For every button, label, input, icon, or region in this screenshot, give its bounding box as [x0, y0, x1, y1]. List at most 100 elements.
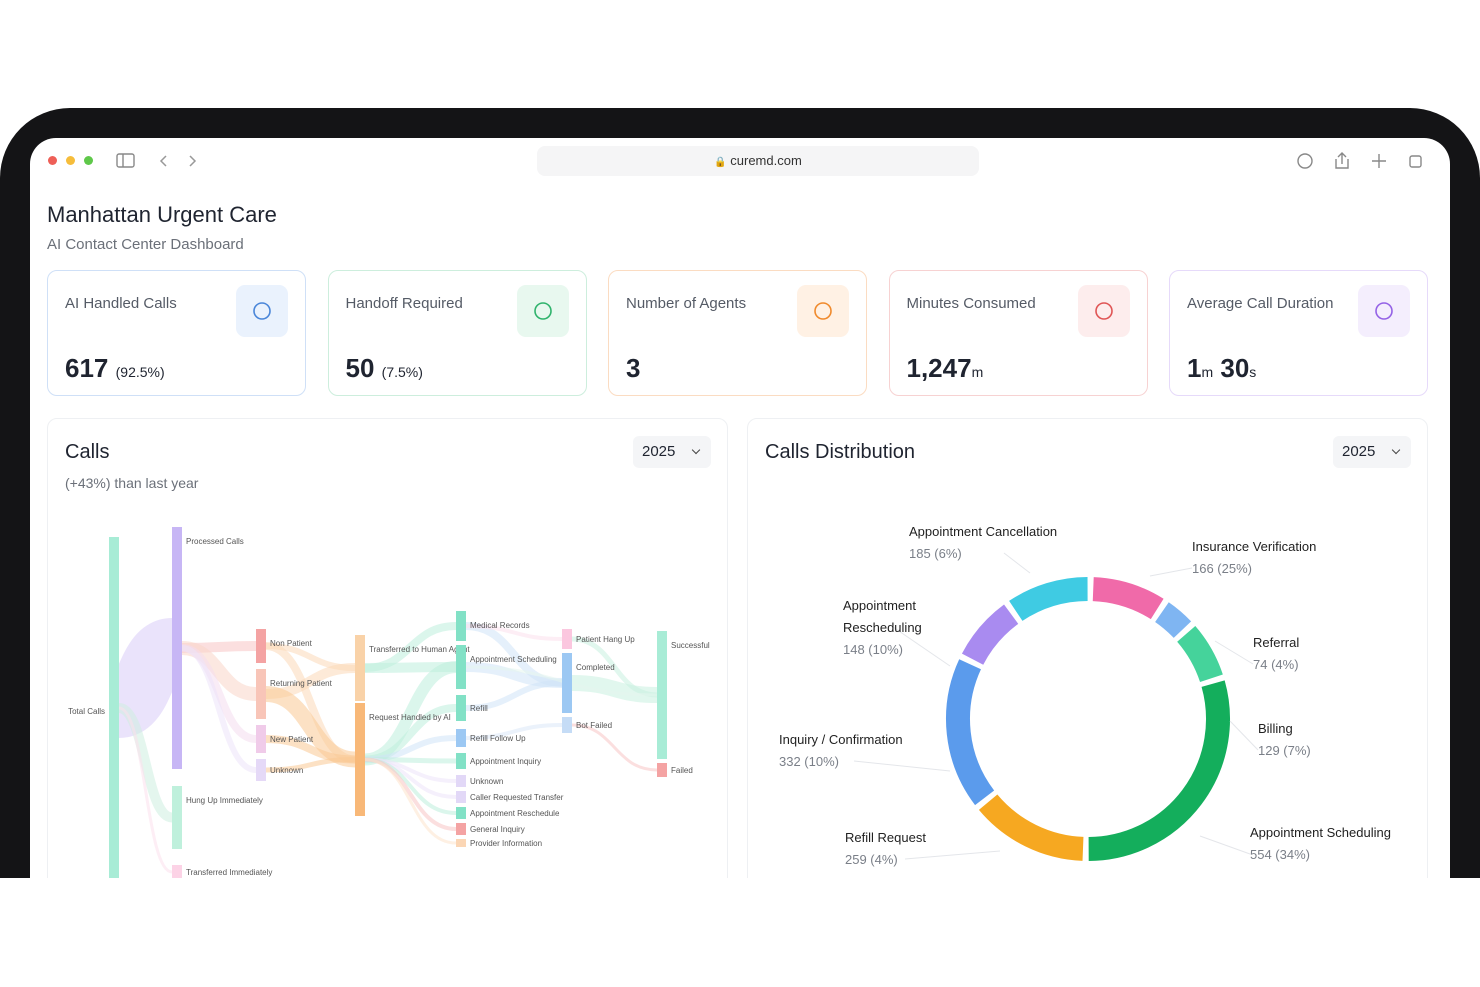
category: Appointment Scheduling	[1250, 825, 1391, 840]
sankey-node	[172, 786, 182, 849]
lock-icon: 🔒	[714, 157, 727, 168]
sankey-node-label: Refill Follow Up	[470, 734, 526, 743]
unit: s	[1249, 364, 1257, 380]
sankey-node-label: New Patient	[270, 735, 314, 744]
year-select[interactable]: 2025	[633, 436, 711, 468]
kpi-label: Minutes Consumed	[906, 295, 1036, 312]
sankey-node	[456, 695, 466, 721]
donut-segment	[1009, 577, 1088, 622]
sankey-node-label: Provider Information	[470, 839, 542, 848]
leader-line	[1003, 552, 1031, 574]
kpi-label: Handoff Required	[345, 295, 463, 312]
year-select[interactable]: 2025	[1333, 436, 1411, 468]
sankey-node	[109, 537, 119, 878]
sankey-node-label: Total Calls	[68, 707, 105, 716]
value-label: 129 (7%)	[1258, 743, 1311, 758]
category: Inquiry / Confirmation	[779, 732, 903, 747]
icon-glyph	[1094, 302, 1113, 320]
sankey-flow	[118, 706, 173, 874]
value-label: 259 (4%)	[845, 852, 898, 867]
kpi-card: Handoff Required 50 (7.5%)	[327, 270, 587, 396]
category: Appointment Cancellation	[909, 524, 1058, 539]
kpi-icon	[236, 285, 288, 337]
donut-label: Insurance Verification 166 (25%)	[1192, 536, 1362, 580]
minimize-dot[interactable]	[66, 156, 75, 165]
back-icon[interactable]	[159, 155, 167, 167]
icon-shape	[253, 302, 271, 320]
sankey-node-label: Completed	[576, 663, 615, 672]
share-icon[interactable]	[1335, 152, 1349, 169]
category: Billing	[1258, 721, 1293, 736]
leader-line	[904, 850, 1001, 860]
kpi-icon	[797, 285, 849, 337]
sankey-node-label: Returning Patient	[270, 679, 333, 688]
sankey-flow	[265, 757, 356, 773]
donut-segment	[1092, 577, 1164, 620]
sankey-node	[562, 629, 572, 649]
donut-label: Appointment Rescheduling 148 (10%)	[843, 595, 943, 661]
tabs-icon[interactable]	[1409, 155, 1422, 168]
forward-icon[interactable]	[189, 155, 197, 167]
category: Appointment Rescheduling	[843, 598, 922, 635]
unit: m	[1201, 364, 1214, 380]
unit: m	[971, 364, 984, 380]
zoom-dot[interactable]	[84, 156, 93, 165]
sankey-node-label: Request Handled by AI	[369, 713, 451, 722]
leader-line	[853, 760, 951, 772]
sankey-node-label: Transferred to Human Agent	[369, 645, 470, 654]
sankey-node	[456, 729, 466, 747]
sankey-flow	[364, 735, 457, 763]
value-label: 554 (34%)	[1250, 847, 1310, 862]
new-tab-icon[interactable]	[1372, 154, 1386, 168]
icon-glyph	[253, 302, 271, 320]
sankey-node-label: Refill	[470, 704, 488, 713]
toolbar-icons	[1297, 152, 1422, 169]
donut-chart	[853, 552, 1259, 861]
donut-segment	[961, 604, 1019, 665]
value: 30	[1220, 353, 1250, 383]
kpi-icon	[1077, 285, 1130, 337]
icon-glyph	[533, 302, 552, 320]
download-icon[interactable]	[1297, 153, 1313, 169]
sankey-node	[456, 611, 466, 641]
panel-subtitle: (+43%) than last year	[65, 475, 199, 491]
value: 617	[65, 353, 109, 383]
panel-title: Calls	[65, 441, 110, 463]
sankey-node	[456, 645, 466, 689]
sankey-chart: Total Calls Processed Calls Hung Up Immedi…	[68, 527, 710, 878]
sankey-flow	[181, 645, 257, 773]
sankey-node-label: Successful	[671, 641, 710, 650]
sankey-node-label: Hung Up Immediately	[186, 796, 263, 805]
leader-line	[1149, 567, 1193, 577]
donut-segment	[946, 659, 995, 806]
value: 3	[626, 353, 641, 383]
sankey-flow	[465, 723, 563, 740]
sankey-flow	[465, 624, 563, 641]
donut-label: Refill Request 259 (4%)	[845, 827, 965, 871]
icon-shape	[1375, 302, 1393, 320]
leader-line	[1214, 640, 1254, 665]
page-title: Manhattan Urgent Care	[47, 202, 277, 227]
page-subtitle: AI Contact Center Dashboard	[47, 236, 244, 253]
close-dot[interactable]	[48, 156, 57, 165]
background	[0, 878, 1480, 987]
sankey-node-label: Appointment Inquiry	[470, 757, 541, 766]
calls-panel: Calls (+43%) than last year 2025 Total C…	[47, 418, 728, 878]
kpi-value: 50 (7.5%)	[346, 353, 423, 384]
value: 1	[1187, 353, 1202, 383]
screen: 🔒 curemd.com Manhattan Urgent Care AI Co…	[30, 138, 1450, 878]
sidebar-icon[interactable]	[116, 153, 135, 168]
donut-label: Inquiry / Confirmation 332 (10%)	[779, 729, 929, 773]
address-bar[interactable]: 🔒 curemd.com	[537, 146, 979, 176]
nav-icons	[116, 153, 197, 168]
sankey-flow	[571, 723, 658, 772]
sankey-node	[562, 653, 572, 713]
sankey-node	[172, 865, 182, 878]
icon-shape	[533, 302, 552, 320]
sankey-node	[456, 839, 466, 847]
donut-label: Billing 129 (7%)	[1258, 718, 1348, 762]
value: 1,247	[906, 353, 972, 383]
donut-segment	[1088, 680, 1230, 861]
sankey-node-label: Caller Requested Transfer	[470, 793, 564, 802]
